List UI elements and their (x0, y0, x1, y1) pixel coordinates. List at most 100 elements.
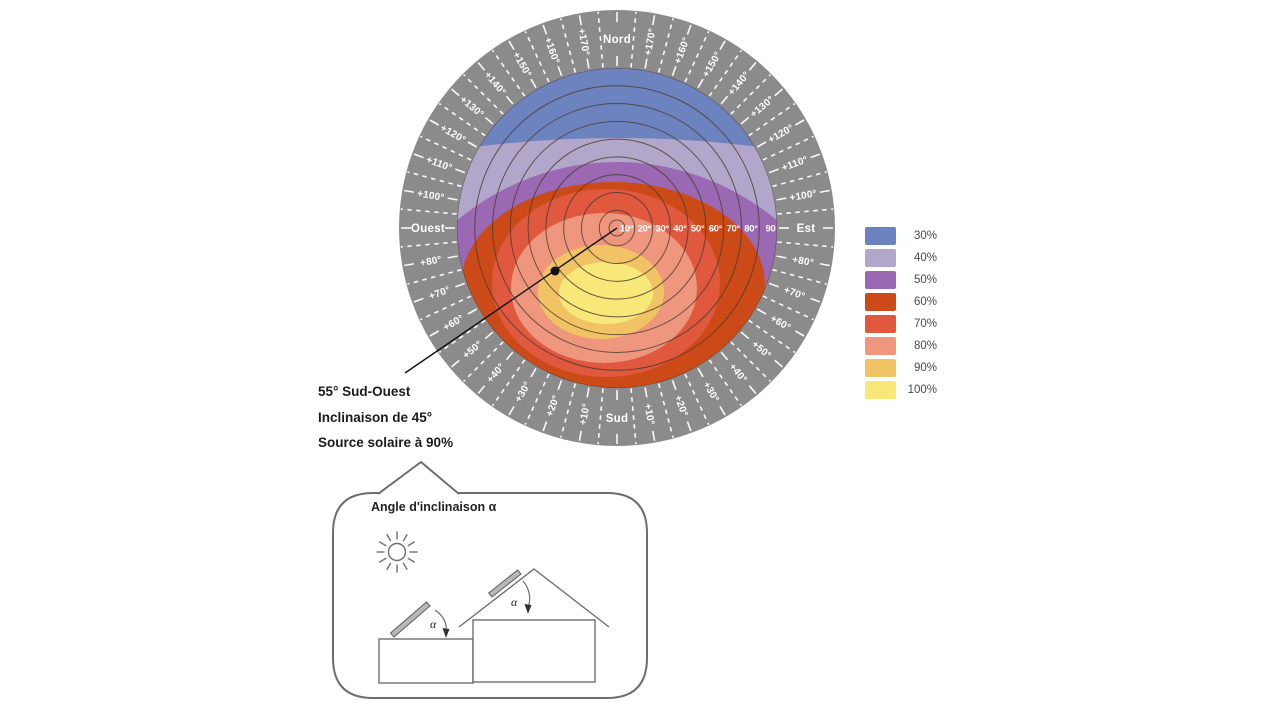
tick-dash (524, 30, 550, 83)
azimuth-label: +80° (791, 255, 814, 270)
sun-ray (407, 541, 416, 547)
tilt-axis-label: 10° (620, 224, 634, 235)
tilt-axis-label: 90 (766, 224, 776, 235)
tick-stub (557, 66, 563, 77)
tick-dash (407, 171, 462, 188)
tick-dash (491, 49, 526, 97)
annotation-azimuth: 55° Sud-Ouest (318, 384, 411, 399)
tick-dash (407, 268, 462, 285)
sun-ray (402, 533, 408, 542)
callout-tail-icon (377, 461, 460, 495)
house-roof (458, 568, 610, 628)
tick-stub (586, 58, 590, 69)
tick-dash (419, 135, 472, 161)
azimuth-label: +170° (575, 28, 591, 57)
legend-row: 90% (865, 359, 937, 377)
tick-stub (740, 331, 750, 340)
legend-label: 50% (913, 274, 937, 286)
tilt-axis-label: 70° (726, 224, 740, 235)
tick-dash (560, 18, 577, 73)
tick-dash (730, 73, 772, 115)
tick-stub (720, 351, 729, 361)
tilt-ring (545, 156, 689, 300)
tick-dash (657, 383, 674, 438)
tick-stub (477, 385, 486, 394)
callout-title: Angle d'inclinaison α (371, 500, 497, 514)
tick-stub (768, 282, 779, 288)
tick-stub (720, 95, 729, 105)
legend-row: 40% (865, 249, 937, 267)
tilt-ring (527, 138, 707, 318)
compass-label: Est (797, 223, 816, 235)
tick-stub (447, 255, 458, 259)
tick-stub (542, 421, 548, 432)
alpha-symbol-flat: α (430, 617, 437, 631)
tilt-ring (509, 120, 725, 336)
tilt-ring (580, 191, 654, 265)
tick-stub (530, 367, 537, 378)
tick-stub (505, 351, 514, 361)
tick-stub (756, 308, 767, 315)
tilt-axis-label: 60° (709, 224, 723, 235)
tick-stub (413, 153, 424, 159)
azimuth-label: +10° (578, 403, 593, 426)
tick-stub (447, 197, 458, 201)
tick-stub (774, 359, 783, 368)
tick-stub (578, 15, 583, 26)
legend-swatch (865, 293, 896, 311)
sun-ray (407, 557, 416, 563)
marker-line (404, 227, 618, 374)
arrowhead-roof-icon (524, 604, 532, 614)
legend-label: 100% (907, 384, 937, 396)
tick-stub (413, 297, 424, 303)
legend-swatch (865, 249, 896, 267)
legend-row: 30% (865, 227, 937, 245)
legend-swatch (865, 227, 896, 245)
tilt-axis-label: 50° (691, 224, 705, 235)
sun-ray (386, 533, 392, 542)
tick-dash (630, 11, 637, 68)
azimuth-label: +100° (789, 188, 818, 204)
legend-swatch (865, 381, 896, 399)
houses-diagram (378, 568, 610, 684)
tick-stub (451, 88, 460, 97)
legend-label: 80% (913, 340, 937, 352)
legend-row: 70% (865, 315, 937, 333)
tick-stub (467, 141, 478, 148)
tick-stub (644, 58, 648, 69)
tick-stub (429, 330, 439, 337)
legend-label: 60% (913, 296, 937, 308)
tilt-axis-label: 20° (638, 224, 652, 235)
tick-stub (810, 297, 821, 303)
tilt-ring (563, 174, 671, 282)
tick-dash (708, 359, 743, 407)
solar-panel-flat-roof (389, 601, 431, 638)
tick-stub (686, 421, 692, 432)
legend-label: 70% (913, 318, 937, 330)
solar-panel-pitched-roof (487, 569, 522, 598)
tick-stub (451, 359, 460, 368)
tick-dash (419, 295, 472, 321)
tick-stub (578, 430, 583, 441)
annotation-inclination: Inclinaison de 45° (318, 409, 433, 425)
tick-stub (644, 387, 648, 398)
tick-dash (524, 373, 550, 426)
tick-dash (730, 341, 772, 383)
legend-swatch (865, 315, 896, 333)
legend: 30% 40% 50% 60% 70% 80% 90% 100% (865, 227, 937, 403)
tick-stub (774, 88, 783, 97)
tick-stub (819, 189, 830, 194)
tick-stub (748, 385, 757, 394)
tick-stub (484, 116, 494, 125)
tick-dash (684, 30, 710, 83)
tick-stub (686, 24, 692, 35)
tick-stub (404, 262, 415, 267)
compass-label: Nord (603, 34, 631, 46)
tick-dash (762, 295, 815, 321)
arrowhead-flat-icon (442, 628, 450, 638)
tick-stub (776, 255, 787, 259)
alpha-symbol-roof: α (511, 595, 518, 609)
azimuth-label: +100° (416, 188, 445, 204)
tick-stub (455, 282, 466, 288)
tick-stub (484, 331, 494, 340)
